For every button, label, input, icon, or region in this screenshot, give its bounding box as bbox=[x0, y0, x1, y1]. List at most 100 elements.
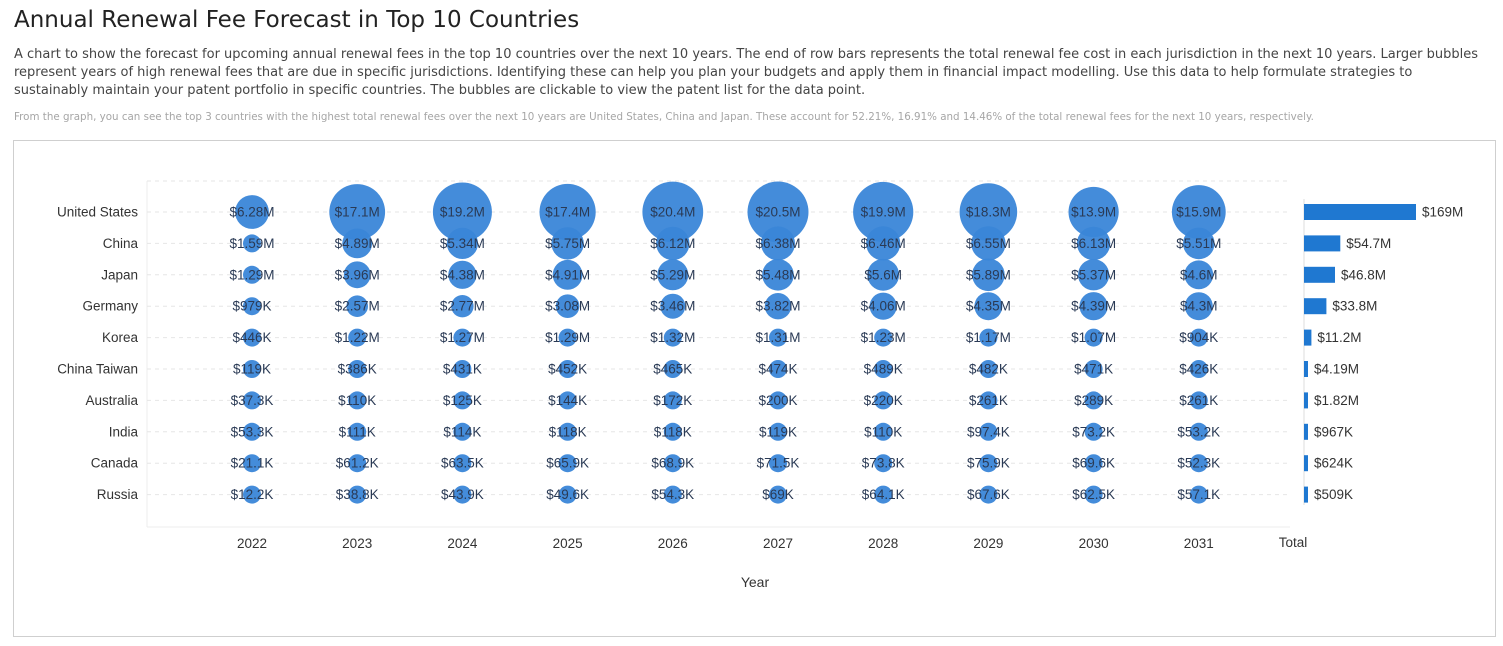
bubble[interactable] bbox=[448, 260, 477, 289]
bubble[interactable] bbox=[867, 258, 900, 291]
bubble[interactable] bbox=[1084, 328, 1103, 347]
bubble[interactable] bbox=[642, 181, 704, 243]
bubble[interactable] bbox=[342, 228, 373, 259]
bubble[interactable] bbox=[453, 328, 472, 347]
bubble[interactable] bbox=[558, 454, 577, 473]
bubble[interactable] bbox=[343, 261, 371, 289]
bubble[interactable] bbox=[979, 485, 998, 504]
bubble[interactable] bbox=[979, 422, 998, 441]
bubble[interactable] bbox=[747, 181, 809, 243]
bubble[interactable] bbox=[1183, 227, 1215, 260]
bubble[interactable] bbox=[1189, 328, 1208, 347]
bubble[interactable] bbox=[762, 259, 794, 291]
bubble[interactable] bbox=[866, 226, 901, 261]
bubble[interactable] bbox=[869, 292, 897, 320]
bubble[interactable] bbox=[1084, 391, 1103, 410]
bubble[interactable] bbox=[348, 485, 367, 504]
bubble[interactable] bbox=[348, 391, 367, 410]
bubble[interactable] bbox=[974, 292, 1003, 321]
bubble[interactable] bbox=[656, 226, 690, 261]
bubble[interactable] bbox=[874, 360, 893, 378]
bubble[interactable] bbox=[972, 258, 1005, 292]
bubble[interactable] bbox=[243, 391, 261, 410]
bubble[interactable] bbox=[453, 454, 472, 473]
bubble[interactable] bbox=[558, 422, 577, 441]
bubble[interactable] bbox=[660, 293, 686, 319]
bubble[interactable] bbox=[348, 360, 367, 378]
bubble[interactable] bbox=[1189, 391, 1208, 410]
bubble[interactable] bbox=[243, 360, 261, 378]
bubble[interactable] bbox=[663, 391, 682, 410]
bubble[interactable] bbox=[663, 360, 682, 378]
bubble[interactable] bbox=[446, 227, 478, 259]
bubble[interactable] bbox=[1189, 485, 1208, 504]
bubble[interactable] bbox=[764, 293, 792, 320]
bubble[interactable] bbox=[243, 485, 261, 504]
bubble[interactable] bbox=[453, 485, 472, 504]
bubble[interactable] bbox=[874, 422, 893, 441]
bubble[interactable] bbox=[558, 391, 577, 410]
bubble[interactable] bbox=[979, 454, 998, 473]
bubble[interactable] bbox=[1184, 260, 1214, 290]
bubble[interactable] bbox=[959, 183, 1018, 241]
bubble[interactable] bbox=[853, 181, 914, 243]
bubble[interactable] bbox=[346, 295, 369, 317]
bubble[interactable] bbox=[1084, 454, 1103, 473]
bubble[interactable] bbox=[348, 422, 367, 441]
bubble[interactable] bbox=[874, 485, 893, 504]
bubble[interactable] bbox=[874, 328, 893, 347]
bubble[interactable] bbox=[453, 391, 472, 410]
bubble[interactable] bbox=[979, 360, 998, 378]
bubble[interactable] bbox=[243, 234, 261, 253]
bubble[interactable] bbox=[663, 454, 682, 473]
bubble[interactable] bbox=[1184, 292, 1213, 321]
bubble[interactable] bbox=[235, 195, 269, 229]
bubble[interactable] bbox=[558, 360, 577, 378]
bubble[interactable] bbox=[979, 328, 998, 347]
bubble[interactable] bbox=[1189, 360, 1208, 378]
bubble[interactable] bbox=[663, 328, 682, 347]
bubble[interactable] bbox=[243, 454, 261, 473]
bubble[interactable] bbox=[1171, 185, 1226, 239]
bubble[interactable] bbox=[769, 485, 787, 504]
bubble[interactable] bbox=[432, 182, 492, 242]
bubble[interactable] bbox=[552, 259, 583, 290]
bubble[interactable] bbox=[453, 422, 472, 441]
bubble[interactable] bbox=[451, 295, 474, 318]
bubble[interactable] bbox=[979, 391, 998, 410]
bubble[interactable] bbox=[1079, 292, 1108, 321]
bubble[interactable] bbox=[1084, 422, 1103, 441]
bubble[interactable] bbox=[243, 328, 261, 347]
bubble[interactable] bbox=[1189, 422, 1208, 441]
bubble[interactable] bbox=[663, 422, 682, 441]
bubble[interactable] bbox=[539, 183, 596, 241]
bubble[interactable] bbox=[551, 227, 584, 260]
bubble[interactable] bbox=[769, 422, 787, 441]
bubble[interactable] bbox=[874, 391, 893, 410]
bubble[interactable] bbox=[761, 226, 795, 261]
bubble[interactable] bbox=[558, 328, 577, 347]
bubble[interactable] bbox=[1078, 259, 1110, 291]
bubble[interactable] bbox=[348, 454, 367, 473]
bubble[interactable] bbox=[243, 422, 261, 441]
bubble[interactable] bbox=[243, 265, 261, 284]
bubble[interactable] bbox=[1084, 485, 1103, 504]
bubble[interactable] bbox=[663, 485, 682, 504]
bubble[interactable] bbox=[453, 360, 472, 378]
bubble[interactable] bbox=[769, 454, 787, 473]
bubble[interactable] bbox=[971, 226, 1006, 261]
bubble[interactable] bbox=[1189, 454, 1208, 473]
bubble[interactable] bbox=[555, 294, 580, 318]
bubble[interactable] bbox=[769, 360, 787, 378]
bubble[interactable] bbox=[1068, 186, 1119, 238]
bubble[interactable] bbox=[769, 328, 787, 347]
bubble[interactable] bbox=[657, 259, 689, 291]
bubble[interactable] bbox=[874, 454, 893, 473]
bubble[interactable] bbox=[1084, 360, 1103, 378]
bubble[interactable] bbox=[348, 328, 367, 347]
bubble[interactable] bbox=[1076, 226, 1111, 261]
bubble[interactable] bbox=[769, 391, 787, 410]
bubble[interactable] bbox=[243, 297, 261, 316]
bubble[interactable] bbox=[558, 485, 577, 504]
bubble[interactable] bbox=[329, 184, 386, 240]
